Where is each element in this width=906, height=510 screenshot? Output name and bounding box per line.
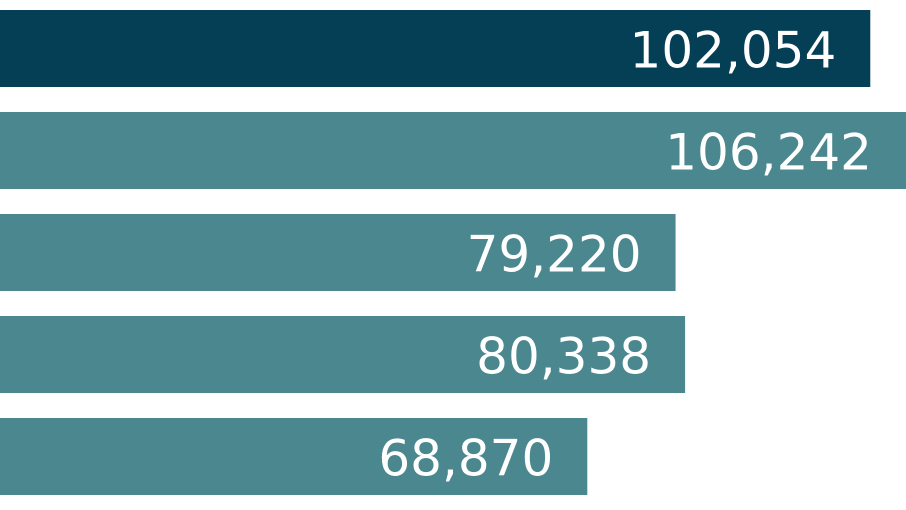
bar	[0, 112, 906, 189]
value-label: 106,242	[665, 124, 872, 182]
bar	[0, 10, 871, 87]
value-label: 68,870	[378, 430, 553, 488]
bar	[0, 418, 588, 495]
value-label: 79,220	[467, 226, 642, 284]
bar	[0, 214, 676, 291]
bar	[0, 316, 686, 393]
value-label: 102,054	[630, 22, 837, 80]
value-label: 80,338	[476, 328, 651, 386]
